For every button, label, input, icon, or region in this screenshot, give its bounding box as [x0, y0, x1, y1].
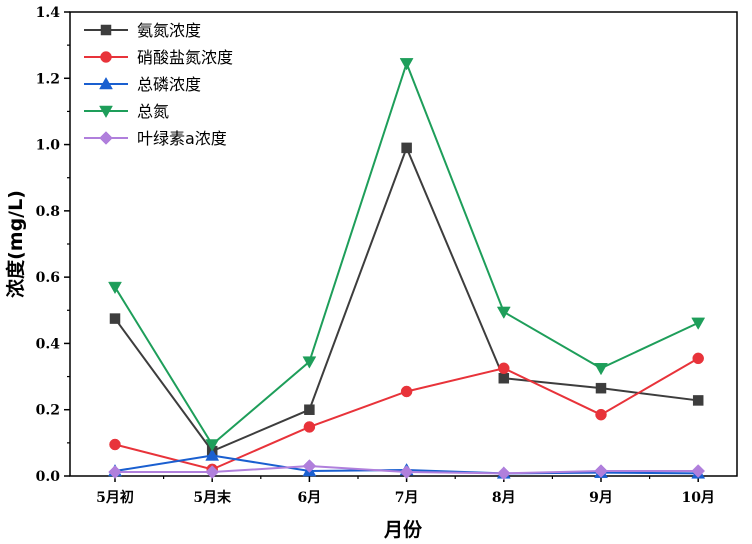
legend-label: 叶绿素a浓度 — [137, 129, 227, 148]
series-line — [114, 145, 699, 453]
legend-label: 总氮 — [137, 102, 169, 121]
legend-label: 硝酸盐氮浓度 — [137, 48, 233, 67]
data-point — [302, 356, 317, 369]
legend-label: 总磷浓度 — [137, 75, 201, 94]
x-tick-label: 8月 — [492, 490, 516, 506]
legend-marker — [100, 24, 112, 36]
y-tick-label: 1.4 — [36, 5, 61, 21]
series-line — [114, 357, 699, 471]
x-tick-label: 6月 — [298, 490, 322, 506]
data-point — [304, 404, 315, 415]
data-point — [205, 448, 220, 461]
data-point — [691, 317, 706, 330]
legend-marker — [99, 105, 113, 119]
y-tick-label: 0.0 — [36, 469, 61, 485]
data-point — [498, 372, 510, 384]
legend-entry: 氨氮浓度 — [84, 21, 201, 40]
data-point — [498, 362, 510, 375]
data-point — [691, 464, 706, 478]
axis-ticks: 0.0 0.2 0.4 0.6 0.8 1.0 1.2 1.4 5月初 5月末 6月 7月 8月 9月 10… — [36, 5, 715, 506]
data-point — [595, 408, 607, 421]
data-point — [496, 306, 511, 319]
x-tick-label: 5月初 — [96, 489, 134, 506]
y-tick-label: 0.4 — [36, 336, 61, 352]
legend-entry: 总磷浓度 — [84, 75, 201, 94]
legend-entry: 叶绿素a浓度 — [84, 129, 227, 148]
y-tick-label: 0.2 — [36, 403, 60, 419]
data-point — [692, 352, 704, 365]
data-point — [595, 382, 607, 394]
data-point — [109, 313, 121, 324]
x-tick-label: 7月 — [395, 490, 419, 506]
data-point — [399, 58, 414, 71]
series-layer — [108, 58, 706, 481]
data-point — [399, 465, 414, 479]
data-point — [692, 395, 704, 406]
legend-marker — [99, 131, 113, 145]
legend-label: 氨氮浓度 — [137, 21, 201, 40]
data-point — [496, 466, 511, 481]
data-point — [109, 438, 121, 451]
x-tick-label: 9月 — [589, 490, 613, 506]
series-3 — [108, 58, 706, 452]
data-point — [205, 465, 220, 479]
x-tick-label: 5月末 — [193, 489, 232, 506]
data-point — [400, 385, 413, 398]
data-point — [108, 465, 122, 479]
data-point — [401, 142, 412, 154]
legend-marker — [99, 76, 113, 90]
legend-entry: 总氮 — [84, 102, 169, 121]
y-tick-label: 1.2 — [36, 71, 60, 87]
x-axis-title: 月份 — [383, 518, 423, 541]
legend-entry: 硝酸盐氮浓度 — [84, 48, 233, 67]
series-4 — [108, 459, 706, 481]
data-point — [594, 464, 608, 478]
series-0 — [109, 142, 704, 457]
y-tick-label: 0.6 — [36, 270, 60, 286]
x-tick-label: 10月 — [681, 490, 714, 506]
data-point — [108, 281, 122, 295]
y-tick-label: 0.8 — [36, 204, 60, 220]
data-point — [594, 363, 608, 376]
series-1 — [109, 352, 704, 476]
y-axis-title: 浓度(mg/L) — [4, 190, 27, 298]
data-point — [303, 421, 316, 433]
legend-marker — [100, 51, 112, 63]
y-tick-label: 1.0 — [36, 138, 61, 154]
data-point — [302, 459, 317, 473]
data-point — [205, 439, 220, 452]
